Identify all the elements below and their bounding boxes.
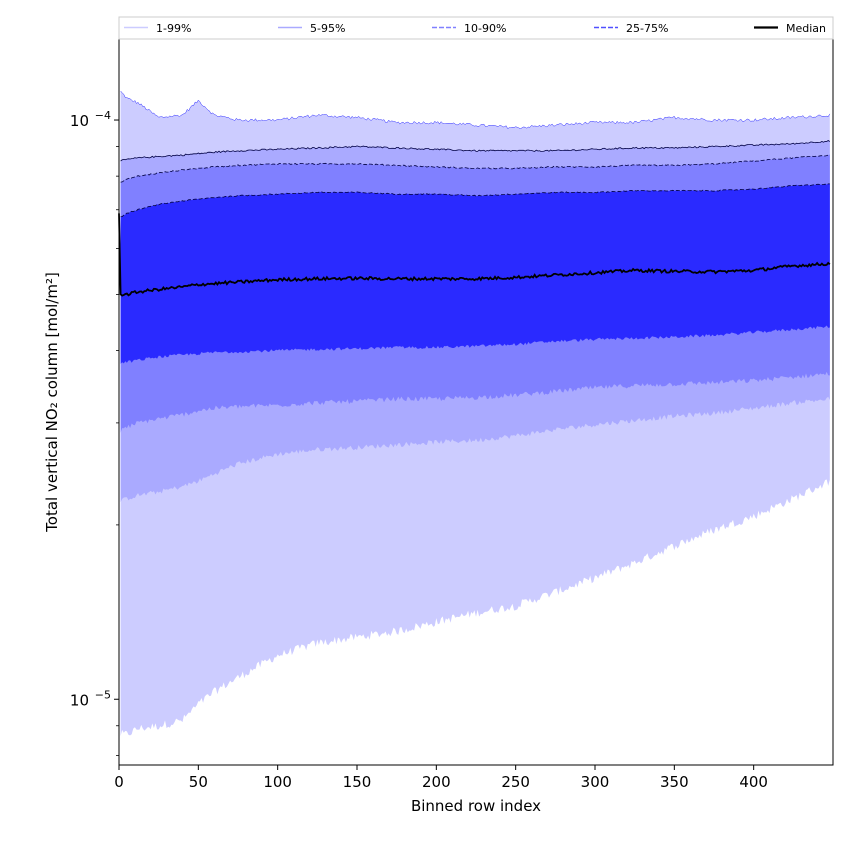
- x-tick-label: 200: [422, 773, 451, 791]
- x-tick-label: 350: [660, 773, 689, 791]
- band-upper-line-5-95pct: [120, 140, 831, 162]
- median-line: [118, 213, 831, 297]
- band-upper-line-10-90pct: [120, 154, 830, 183]
- band-upper-line-25-75pct: [120, 183, 830, 217]
- x-tick-label: 150: [343, 773, 372, 791]
- x-tick-label: 50: [189, 773, 208, 791]
- x-axis-label: Binned row index: [411, 797, 541, 815]
- legend-box: [118, 16, 834, 40]
- legend-label: 10-90%: [464, 22, 506, 35]
- band-upper-line-1-99pct: [120, 90, 831, 130]
- band-layer: [120, 91, 830, 736]
- x-tick-label: 0: [114, 773, 124, 791]
- y-tick-exponent: −4: [95, 109, 111, 122]
- legend-label: 1-99%: [156, 22, 191, 35]
- y-tick-exponent: −5: [95, 688, 111, 701]
- axes: 0 50 100 150 200 250 300 350 400 10 −5 10 −4 Binned r…: [43, 38, 834, 815]
- y-tick-label: 10: [70, 112, 89, 130]
- x-tick-label: 250: [501, 773, 530, 791]
- y-tick-label: 10: [70, 691, 89, 709]
- legend: 1-99% 5-95% 10-90% 25-75% Median: [118, 16, 834, 40]
- median-layer: [118, 213, 831, 297]
- y-axis-label: Total vertical NO₂ column [mol/m²]: [43, 272, 61, 533]
- legend-label: Median: [786, 22, 826, 35]
- boundary-layer: [120, 90, 831, 217]
- x-tick-label: 300: [581, 773, 610, 791]
- band-25-75pct: [120, 183, 830, 364]
- legend-label: 5-95%: [310, 22, 345, 35]
- x-tick-label: 100: [263, 773, 292, 791]
- legend-label: 25-75%: [626, 22, 668, 35]
- x-tick-label: 400: [739, 773, 768, 791]
